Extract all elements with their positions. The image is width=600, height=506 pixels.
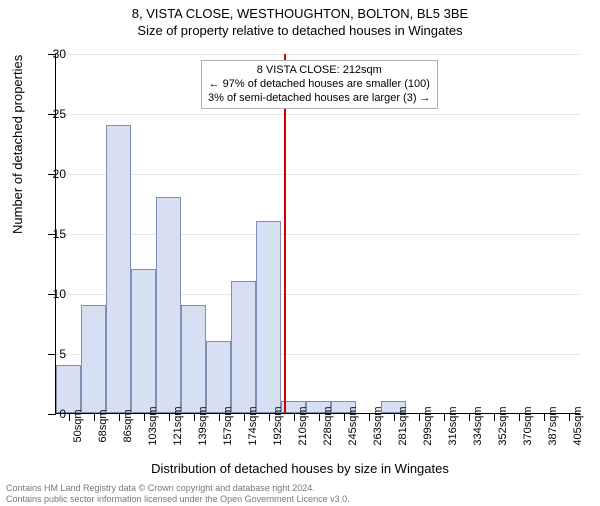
x-tick: [169, 413, 170, 421]
x-tick-label: 157sqm: [222, 406, 234, 445]
x-tick: [269, 413, 270, 421]
x-tick: [544, 413, 545, 421]
histogram-bar: [56, 365, 81, 413]
x-tick: [369, 413, 370, 421]
histogram-bar: [131, 269, 156, 413]
annotation-line3: 3% of semi-detached houses are larger (3…: [208, 92, 431, 106]
x-tick-label: 210sqm: [297, 406, 309, 445]
page-title: 8, VISTA CLOSE, WESTHOUGHTON, BOLTON, BL…: [0, 6, 600, 21]
x-tick: [394, 413, 395, 421]
y-tick-label: 5: [26, 347, 66, 361]
y-tick-label: 30: [26, 47, 66, 61]
x-tick: [244, 413, 245, 421]
y-tick-label: 10: [26, 287, 66, 301]
x-tick: [119, 413, 120, 421]
x-tick-label: 192sqm: [272, 406, 284, 445]
x-tick-label: 263sqm: [372, 406, 384, 445]
gridline: [56, 234, 581, 235]
x-tick-label: 281sqm: [397, 406, 409, 445]
x-tick-label: 121sqm: [172, 406, 184, 445]
histogram-bar: [106, 125, 131, 413]
x-tick: [144, 413, 145, 421]
x-tick: [194, 413, 195, 421]
histogram-bar: [156, 197, 181, 413]
x-tick-label: 370sqm: [522, 406, 534, 445]
x-tick-label: 299sqm: [422, 406, 434, 445]
histogram-bar: [256, 221, 281, 413]
x-tick-label: 174sqm: [247, 406, 259, 445]
x-tick-label: 405sqm: [572, 406, 584, 445]
footer-attribution: Contains HM Land Registry data © Crown c…: [6, 483, 594, 504]
footer-line1: Contains HM Land Registry data © Crown c…: [6, 483, 594, 493]
annotation-line2: ← 97% of detached houses are smaller (10…: [208, 78, 431, 92]
histogram-bar: [231, 281, 256, 413]
x-tick-label: 103sqm: [147, 406, 159, 445]
y-axis-label: Number of detached properties: [10, 55, 25, 234]
x-tick-label: 316sqm: [447, 406, 459, 445]
x-tick-label: 50sqm: [72, 409, 84, 442]
x-tick: [94, 413, 95, 421]
x-tick: [219, 413, 220, 421]
histogram-bar: [206, 341, 231, 413]
plot-region: 8 VISTA CLOSE: 212sqm← 97% of detached h…: [55, 54, 580, 414]
x-tick: [494, 413, 495, 421]
x-tick: [469, 413, 470, 421]
x-tick: [419, 413, 420, 421]
x-tick-label: 228sqm: [322, 406, 334, 445]
annotation-line1: 8 VISTA CLOSE: 212sqm: [208, 64, 431, 78]
gridline: [56, 174, 581, 175]
x-tick: [294, 413, 295, 421]
y-tick-label: 20: [26, 167, 66, 181]
x-tick: [569, 413, 570, 421]
x-tick: [69, 413, 70, 421]
y-tick-label: 25: [26, 107, 66, 121]
page-subtitle: Size of property relative to detached ho…: [0, 23, 600, 38]
y-tick-label: 15: [26, 227, 66, 241]
x-tick-label: 387sqm: [547, 406, 559, 445]
x-axis-label: Distribution of detached houses by size …: [0, 461, 600, 476]
x-tick-label: 86sqm: [122, 409, 134, 442]
x-tick-label: 334sqm: [472, 406, 484, 445]
x-tick-label: 245sqm: [347, 406, 359, 445]
x-tick: [519, 413, 520, 421]
y-tick-label: 0: [26, 407, 66, 421]
annotation-box: 8 VISTA CLOSE: 212sqm← 97% of detached h…: [201, 60, 438, 109]
x-tick: [319, 413, 320, 421]
x-tick-label: 352sqm: [497, 406, 509, 445]
histogram-bar: [81, 305, 106, 413]
gridline: [56, 54, 581, 55]
x-tick: [344, 413, 345, 421]
chart-area: 8 VISTA CLOSE: 212sqm← 97% of detached h…: [55, 54, 580, 414]
x-tick: [444, 413, 445, 421]
x-tick-label: 139sqm: [197, 406, 209, 445]
x-tick-label: 68sqm: [97, 409, 109, 442]
gridline: [56, 114, 581, 115]
histogram-bar: [181, 305, 206, 413]
footer-line2: Contains public sector information licen…: [6, 494, 594, 504]
